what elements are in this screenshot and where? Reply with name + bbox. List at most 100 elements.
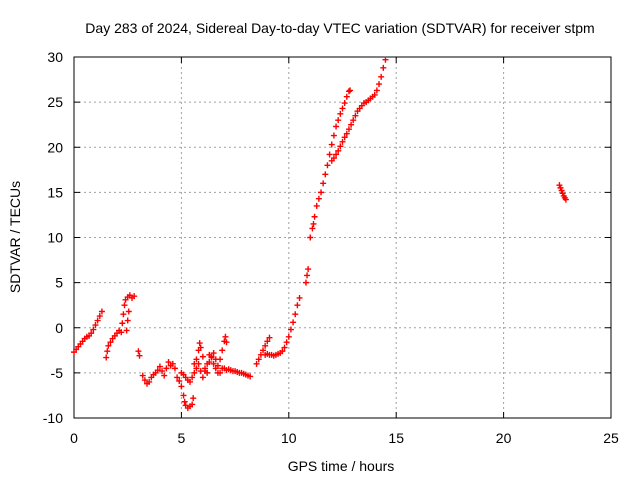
data-point [139, 372, 146, 379]
data-point [193, 356, 200, 363]
data-point [90, 326, 97, 333]
data-point [557, 184, 564, 191]
data-point [335, 117, 342, 124]
y-tick-label: 15 [47, 184, 63, 200]
data-point [281, 344, 288, 351]
grid [74, 57, 611, 418]
data-point [156, 363, 163, 370]
data-point [266, 334, 273, 341]
data-points [71, 56, 569, 412]
data-point [190, 395, 197, 402]
data-point [104, 348, 111, 355]
x-axis-title: GPS time / hours [288, 458, 395, 474]
data-point [556, 182, 563, 189]
data-point [255, 356, 262, 363]
data-point [341, 134, 348, 141]
data-point [210, 350, 217, 357]
data-point [324, 162, 331, 169]
data-point [279, 348, 286, 355]
x-tick-label: 15 [388, 430, 404, 446]
y-tick-label: -5 [51, 365, 64, 381]
data-point [339, 105, 346, 112]
data-point [136, 352, 143, 359]
data-point [181, 398, 188, 405]
data-point [247, 373, 254, 380]
data-point [176, 377, 183, 384]
y-tick-label: 20 [47, 139, 63, 155]
data-point [285, 333, 292, 340]
chart-title: Day 283 of 2024, Sidereal Day-to-day VTE… [85, 20, 594, 36]
data-point [292, 311, 299, 318]
data-point [98, 308, 105, 315]
data-point [180, 392, 187, 399]
data-point [262, 342, 269, 349]
data-point [330, 155, 337, 162]
data-point [191, 360, 198, 367]
y-tick-label: 30 [47, 49, 63, 65]
data-point [88, 330, 95, 337]
data-point [290, 319, 297, 326]
y-tick-label: 10 [47, 230, 63, 246]
data-point [304, 272, 311, 279]
data-point [119, 320, 126, 327]
data-point [135, 348, 142, 355]
x-tick-label: 5 [178, 430, 186, 446]
data-point [103, 354, 110, 361]
x-tick-label: 25 [603, 430, 619, 446]
data-point [339, 138, 346, 145]
data-point [376, 81, 383, 88]
x-tick-label: 10 [281, 430, 297, 446]
data-point [330, 132, 337, 139]
y-axis-title: SDTVAR / TECUs [7, 181, 23, 293]
data-point [165, 359, 172, 366]
data-point [318, 189, 325, 196]
data-point [352, 112, 359, 119]
data-point [171, 365, 178, 372]
data-point [378, 73, 385, 80]
data-point [163, 365, 170, 372]
data-point [287, 326, 294, 333]
data-point [131, 293, 138, 300]
data-point [311, 213, 318, 220]
data-point [343, 93, 350, 100]
data-point [333, 151, 340, 158]
data-point [373, 87, 380, 94]
data-point [120, 311, 127, 318]
data-point [343, 130, 350, 137]
x-tick-label: 0 [70, 430, 78, 446]
data-point [264, 338, 271, 345]
data-point [199, 374, 206, 381]
data-point [214, 362, 221, 369]
data-point [335, 147, 342, 154]
data-point [350, 117, 357, 124]
data-point [333, 123, 340, 130]
data-point [382, 56, 389, 63]
data-point [191, 369, 198, 376]
data-point [337, 110, 344, 117]
data-point [320, 180, 327, 187]
data-point [315, 195, 322, 202]
data-point [222, 333, 229, 340]
data-point [219, 347, 226, 354]
data-point [345, 126, 352, 133]
data-point [123, 327, 130, 334]
data-point [161, 372, 168, 379]
axis-ticks [73, 56, 612, 419]
data-point [326, 151, 333, 158]
data-point [196, 340, 203, 347]
data-point [558, 187, 565, 194]
data-point [92, 322, 99, 329]
data-point [189, 401, 196, 408]
data-point [125, 308, 132, 315]
data-point [296, 294, 303, 301]
data-point [371, 91, 378, 98]
data-point [305, 266, 312, 273]
data-point [559, 190, 566, 197]
data-point [341, 100, 348, 107]
data-point [322, 171, 329, 178]
data-point [107, 339, 114, 346]
data-point [186, 378, 193, 385]
data-point [345, 88, 352, 95]
data-point [193, 365, 200, 372]
